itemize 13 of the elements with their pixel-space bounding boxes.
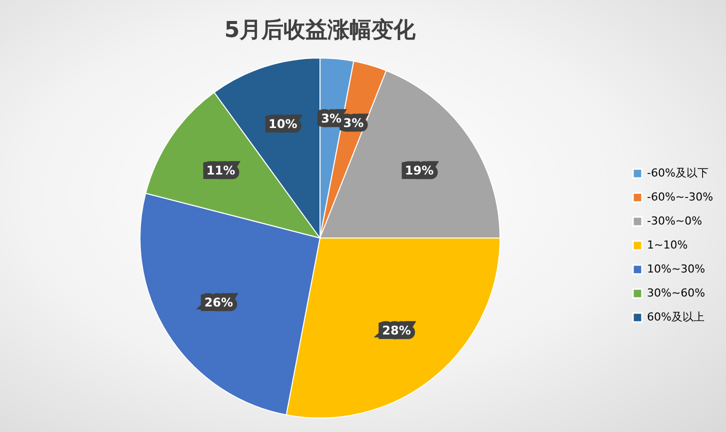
- data-label: 19%: [404, 164, 434, 178]
- legend-label: 1~10%: [647, 238, 688, 252]
- legend-label: 30%~60%: [647, 286, 706, 300]
- legend-label: -30%~0%: [647, 214, 702, 228]
- data-label: 10%: [268, 116, 298, 131]
- legend-label: 10%~30%: [647, 262, 706, 276]
- legend-label: -60%及以下: [647, 166, 708, 180]
- data-label: 11%: [206, 164, 236, 178]
- legend-label: 60%及以上: [647, 310, 704, 324]
- chart-title: 5月后收益涨幅变化: [224, 17, 417, 43]
- legend-label: -60%~-30%: [647, 190, 714, 204]
- data-label: 3%: [321, 112, 342, 126]
- data-label: 3%: [343, 116, 364, 130]
